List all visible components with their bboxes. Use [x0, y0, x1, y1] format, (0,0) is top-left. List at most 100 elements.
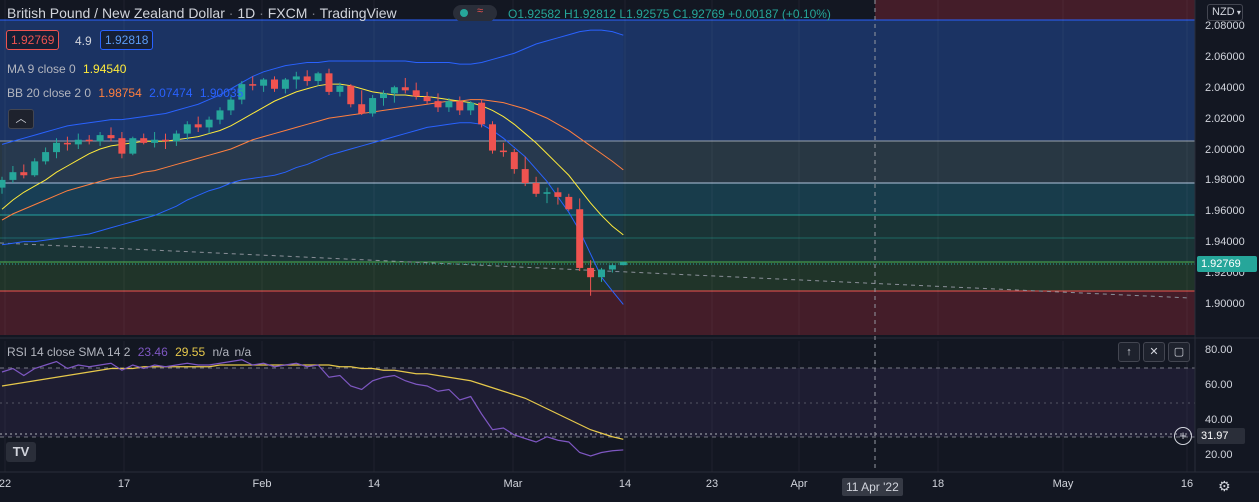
candle — [347, 84, 355, 108]
candle — [576, 198, 584, 272]
candle — [205, 116, 213, 134]
candle-body — [238, 84, 246, 100]
candle — [183, 121, 191, 140]
close-icon: ✕ — [1149, 346, 1159, 358]
time-axis-label: 14 — [618, 478, 632, 490]
chevron-up-icon: ︿ — [15, 113, 27, 125]
candle-body — [151, 139, 159, 143]
candle-body — [608, 265, 616, 270]
candle — [260, 77, 268, 92]
candle-body — [183, 124, 191, 134]
bb-fill-area — [2, 30, 624, 305]
price-axis-label: 2.00000 — [1205, 143, 1245, 156]
ma-label: MA 9 close 0 — [7, 62, 76, 76]
ohlc-values: O1.92582 H1.92812 L1.92575 C1.92769 +0.0… — [508, 7, 831, 21]
price-axis-label: 1.90000 — [1205, 298, 1245, 310]
candle — [129, 136, 137, 156]
candle — [401, 77, 409, 94]
candle-body — [314, 73, 322, 82]
candle-body — [380, 93, 387, 99]
candle — [227, 96, 235, 116]
candle — [423, 91, 431, 105]
time-axis-label: 18 — [931, 478, 945, 490]
candle-body — [205, 119, 213, 128]
chevron-down-icon: ▾ — [1234, 8, 1241, 17]
alert-wave-icon: ≈ — [477, 5, 484, 17]
rsi-crosshair-tag: 31.97 — [1197, 428, 1245, 444]
price-axis-label: 1.96000 — [1205, 205, 1245, 218]
candle-body — [401, 87, 409, 91]
red-zone-top — [875, 0, 1195, 20]
maximize-pane-button[interactable]: ▢ — [1168, 342, 1190, 362]
teal-zone — [0, 183, 1195, 215]
red-zone-bottom — [0, 291, 1195, 335]
time-axis-label: May — [1052, 478, 1074, 490]
candle — [292, 71, 300, 89]
blue-zone — [0, 20, 1195, 141]
bb-legend[interactable]: BB 20 close 2 0 1.98754 2.07474 1.90035 — [7, 86, 243, 100]
bollinger-fill — [2, 30, 624, 305]
close-pane-button[interactable]: ✕ — [1143, 342, 1165, 362]
candle — [85, 135, 93, 145]
candle — [521, 156, 529, 187]
candle-body — [107, 135, 115, 139]
rsi-legend[interactable]: RSI 14 close SMA 14 2 23.46 29.55 n/a n/… — [7, 345, 251, 359]
candle — [249, 76, 257, 91]
candle-body — [532, 182, 540, 194]
time-axis-label: 22 — [0, 478, 12, 490]
bb-label: BB 20 close 2 0 — [7, 86, 92, 100]
spread-value: 4.9 — [75, 34, 92, 48]
time-axis-label: Mar — [503, 478, 523, 490]
buy-price-button[interactable]: 1.92818 — [100, 30, 154, 50]
maximize-icon: ▢ — [1173, 346, 1185, 358]
legend-title[interactable]: British Pound / New Zealand Dollar · 1D … — [7, 5, 397, 21]
sell-price-button[interactable]: 1.92769 — [6, 30, 60, 50]
candle-body — [423, 96, 431, 102]
candle — [532, 176, 540, 197]
candle-body — [9, 172, 17, 180]
candle — [216, 107, 224, 125]
candle — [489, 121, 496, 154]
candle-body — [521, 169, 529, 183]
candle-body — [565, 196, 573, 210]
candle-body — [390, 87, 398, 94]
bb-upper-value: 2.07474 — [149, 86, 193, 100]
price-axis-label: 2.08000 — [1205, 20, 1245, 32]
candle — [63, 136, 71, 151]
candle-body — [576, 209, 584, 268]
settings-gear-icon[interactable]: ⚙ — [1218, 478, 1231, 494]
rsi-na-1: n/a — [212, 345, 230, 359]
collapse-legend-button[interactable]: ︿ — [8, 109, 34, 129]
candle-body — [260, 79, 268, 86]
candle — [565, 193, 573, 211]
add-plus-icon[interactable]: + — [1174, 427, 1192, 445]
candle-body — [554, 192, 562, 197]
market-status-pill[interactable]: ≈ — [453, 5, 497, 21]
candle — [369, 94, 377, 117]
candle-body — [303, 76, 311, 82]
crosshair-date-tag: 11 Apr '22 — [842, 478, 903, 496]
candle-body — [194, 124, 202, 128]
time-axis-label: 17 — [117, 478, 131, 490]
candle — [53, 138, 60, 159]
candle-body — [31, 161, 39, 176]
time-axis-label: 14 — [367, 478, 381, 490]
candle-body — [20, 172, 28, 176]
candle — [598, 267, 605, 282]
candle — [412, 82, 420, 100]
candle — [151, 132, 159, 148]
bb-lower-value: 1.90035 — [199, 86, 244, 100]
candle-body — [249, 84, 257, 86]
ma-legend[interactable]: MA 9 close 0 1.94540 — [7, 62, 126, 76]
candle-body — [412, 90, 420, 97]
currency-selector[interactable]: NZD ▾ — [1207, 4, 1243, 21]
tradingview-logo[interactable]: TV — [6, 442, 36, 462]
move-pane-up-button[interactable]: ↑ — [1118, 342, 1140, 362]
price-axis-label: 1.94000 — [1205, 236, 1245, 249]
candle-body — [271, 79, 278, 89]
candle — [499, 142, 507, 157]
ma-value: 1.94540 — [83, 62, 127, 76]
candle-body — [445, 101, 453, 108]
rsi-axis-label: 60.00 — [1205, 379, 1233, 391]
